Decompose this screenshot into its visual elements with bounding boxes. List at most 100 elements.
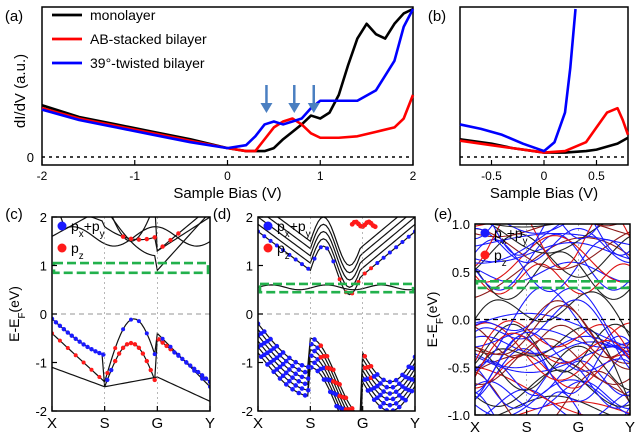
orbital-dot — [144, 331, 149, 336]
orbital-dot — [148, 367, 153, 373]
legend-label-pz: pz — [494, 247, 507, 269]
band-line — [475, 287, 630, 361]
orbital-dot — [287, 252, 292, 257]
orbital-dot — [372, 224, 378, 230]
x-tick-label: S — [100, 415, 110, 432]
orbital-dot — [176, 231, 181, 236]
band-line — [506, 224, 566, 234]
band-line — [475, 227, 630, 264]
orbital-dot — [280, 361, 286, 367]
x-axis-label: Sample Bias (V) — [490, 185, 598, 202]
band-line — [475, 332, 630, 378]
orbital-dot — [397, 393, 402, 398]
orbital-dot — [349, 406, 355, 411]
panel-b: -0.5 0 0.5 Sample Bias (V) (b) — [428, 6, 630, 202]
legend-label-0: monolayer — [90, 7, 156, 23]
panel-label: (c) — [5, 206, 23, 223]
orbital-dot — [65, 330, 71, 335]
orbital-dot — [195, 369, 201, 375]
orbital-dot — [296, 390, 302, 396]
x-tick-label: G — [151, 415, 163, 432]
orbital-dot — [318, 343, 324, 348]
orbital-dot — [277, 376, 283, 381]
band-line — [475, 235, 630, 283]
x-tick-label: S — [522, 419, 532, 436]
orbital-dot — [85, 344, 90, 350]
orbital-dot — [362, 271, 367, 276]
orbital-dot — [160, 340, 165, 345]
orbital-dot — [340, 418, 345, 423]
orbital-dot — [61, 326, 67, 332]
orbital-dot — [109, 367, 114, 373]
orbital-dot — [393, 401, 399, 406]
orbital-dot — [350, 418, 355, 423]
band-line — [475, 341, 630, 369]
panel-label: (e) — [434, 206, 452, 223]
band-line — [258, 217, 415, 281]
orbital-dot — [69, 333, 74, 338]
panel-label: (d) — [213, 206, 231, 223]
orbital-dot — [271, 357, 277, 363]
orbital-dot — [93, 349, 98, 354]
orbital-dot — [293, 359, 298, 365]
y-tick-label: -2 — [241, 404, 253, 419]
orbital-dot — [172, 350, 177, 355]
orbital-dot — [283, 358, 289, 364]
orbital-dot — [176, 352, 181, 357]
band-line — [475, 324, 630, 359]
orbital-dot — [312, 348, 317, 354]
orbital-dot — [312, 337, 317, 342]
orbital-dot — [184, 360, 189, 365]
orbital-dot — [397, 404, 402, 410]
orbital-dot — [160, 244, 165, 249]
legend-label-pxpy: px+py — [494, 225, 528, 247]
arrow-head-0 — [260, 103, 273, 113]
orbital-dot — [375, 260, 380, 265]
orbital-dot — [378, 392, 383, 398]
orbital-dot — [192, 368, 197, 373]
series-line-2 — [41, 8, 415, 150]
orbital-dot — [287, 378, 292, 384]
band-line — [276, 217, 399, 267]
orbital-dot — [268, 336, 273, 342]
orbital-dot — [160, 336, 165, 341]
band-line — [475, 224, 630, 269]
y-tick-label: 1 — [40, 259, 47, 274]
orbital-dot — [299, 262, 304, 267]
series-line-1 — [459, 106, 630, 154]
band-line — [593, 224, 619, 227]
orbital-dot — [296, 367, 302, 373]
orbital-dot — [188, 363, 193, 368]
orbital-dot — [81, 360, 86, 365]
orbital-dot — [113, 358, 118, 364]
orbital-dot — [290, 375, 295, 380]
plot-frame — [459, 6, 629, 166]
orbital-dot — [120, 234, 126, 239]
y-tick-label: -1.0 — [448, 408, 470, 423]
band-line — [52, 366, 210, 402]
orbital-dot — [400, 240, 405, 245]
band-line — [496, 395, 612, 415]
orbital-dot — [312, 256, 317, 261]
orbital-dot — [337, 382, 342, 387]
series-line-0 — [41, 7, 414, 153]
orbital-dot — [73, 353, 78, 358]
orbital-dot — [152, 235, 157, 240]
orbital-dot — [406, 234, 411, 239]
orbital-dot — [375, 395, 380, 401]
orbital-dot — [296, 379, 302, 384]
band-line — [475, 323, 630, 373]
orbital-dot — [390, 396, 396, 402]
bands — [475, 224, 630, 415]
y-tick-label: -2 — [35, 404, 47, 419]
orbital-dot — [350, 429, 355, 434]
x-tick-label: 2 — [410, 169, 417, 183]
orbital-dot — [261, 329, 267, 334]
x-tick-label: Y — [410, 415, 420, 432]
orbital-dot — [128, 236, 134, 242]
orbital-dot — [274, 243, 279, 248]
band-line — [483, 388, 630, 415]
orbital-dot — [200, 376, 205, 381]
y-tick-label: 1 — [246, 259, 253, 274]
